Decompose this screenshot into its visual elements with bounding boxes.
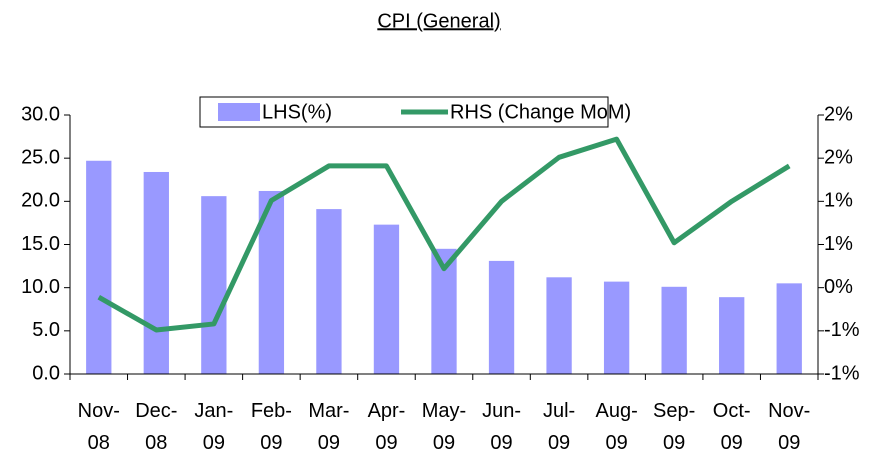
legend-label: LHS(%) bbox=[262, 101, 332, 123]
bar bbox=[201, 196, 227, 374]
y2-tick-label: 2% bbox=[824, 103, 853, 125]
x-tick-label: Mar-09 bbox=[308, 400, 349, 454]
bar bbox=[86, 160, 112, 374]
x-tick-label: Apr-09 bbox=[368, 400, 406, 454]
y2-tick-label: 1% bbox=[824, 233, 853, 255]
line-series bbox=[97, 136, 791, 333]
y-tick-label: 25.0 bbox=[21, 146, 60, 168]
chart-title: CPI (General) bbox=[377, 10, 500, 32]
legend: LHS(%) RHS (Change MoM) bbox=[199, 96, 631, 128]
bar bbox=[719, 297, 745, 374]
y2-tick-label: 2% bbox=[824, 146, 853, 168]
bar bbox=[603, 281, 630, 374]
bar bbox=[488, 260, 515, 374]
legend-swatch bbox=[218, 103, 260, 121]
x-tick-label: Aug-09 bbox=[595, 400, 637, 454]
y-tick-label: 15.0 bbox=[21, 233, 60, 255]
y-tick-label: 30.0 bbox=[21, 103, 60, 125]
y2-tick-label: 1% bbox=[824, 190, 853, 212]
x-tick-label: Oct-09 bbox=[713, 400, 751, 454]
x-tick-label: Nov-09 bbox=[768, 400, 810, 454]
bar bbox=[661, 286, 687, 374]
x-tick-label: Dec-08 bbox=[135, 400, 177, 454]
bar bbox=[546, 277, 572, 374]
y2-tick-label: -1% bbox=[824, 319, 860, 341]
x-tick-label: Jan-09 bbox=[194, 400, 233, 454]
bar bbox=[143, 171, 169, 374]
y-tick-label: 20.0 bbox=[21, 190, 60, 212]
y2-tick-label: -1% bbox=[824, 362, 860, 384]
bar bbox=[373, 224, 400, 374]
x-tick-label: Sep-09 bbox=[653, 400, 695, 454]
x-tick-label: May-09 bbox=[422, 400, 466, 454]
y-tick-label: 10.0 bbox=[21, 276, 60, 298]
x-tick-label: Jun-09 bbox=[482, 400, 521, 454]
x-tick-label: Feb-09 bbox=[251, 400, 292, 454]
y-tick-label: 0.0 bbox=[32, 362, 60, 384]
bar bbox=[316, 209, 342, 374]
legend-label: RHS (Change MoM) bbox=[450, 101, 631, 123]
x-tick-label: Jul-09 bbox=[543, 400, 575, 454]
y2-tick-label: 0% bbox=[824, 276, 853, 298]
x-tick-label: Nov-08 bbox=[78, 400, 120, 454]
bar bbox=[776, 283, 802, 374]
y-tick-label: 5.0 bbox=[32, 319, 60, 341]
